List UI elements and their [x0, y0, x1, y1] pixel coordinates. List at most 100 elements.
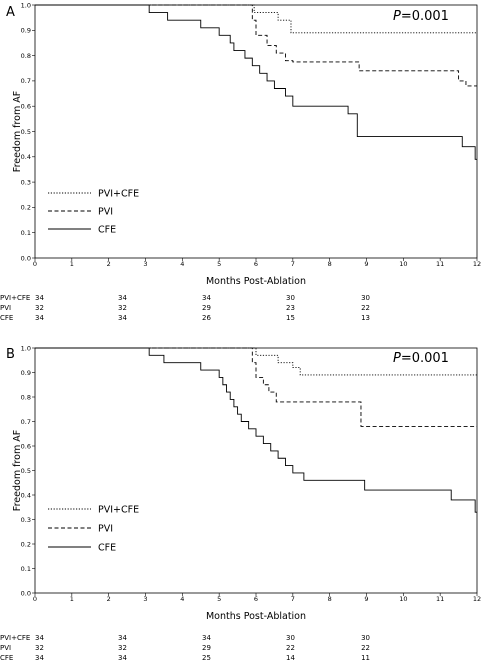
y-tick-label: 0.6	[21, 103, 31, 111]
x-tick-label: 6	[254, 260, 258, 268]
y-tick-label: 0.5	[21, 128, 31, 136]
risk-value: 34	[118, 634, 127, 642]
risk-value: 34	[35, 654, 44, 662]
plot-frame	[34, 4, 478, 259]
x-tick-label: 8	[328, 260, 332, 268]
x-tick-label: 1	[70, 595, 74, 603]
x-tick-label: 10	[399, 260, 407, 268]
plot-frame	[34, 347, 478, 594]
x-tick-label: 4	[180, 260, 184, 268]
x-tick-label: 8	[328, 595, 332, 603]
risk-value: 34	[118, 294, 127, 302]
p-value-label: P=0.001	[393, 9, 449, 24]
p-value-number: =0.001	[401, 351, 449, 366]
panel-label: A	[6, 5, 15, 20]
risk-value: 29	[202, 644, 211, 652]
risk-value: 32	[118, 644, 127, 652]
y-tick-label: 0.9	[21, 369, 31, 377]
y-tick-label: 0.8	[21, 393, 31, 401]
y-tick-label: 0.1	[21, 565, 31, 573]
x-tick-label: 0	[33, 260, 37, 268]
risk-value: 22	[361, 644, 370, 652]
p-value-label: P=0.001	[393, 351, 449, 366]
km-curve-pvi-cfe	[35, 347, 477, 376]
risk-value: 30	[361, 294, 370, 302]
risk-row-label: PVI+CFE	[0, 294, 30, 302]
x-tick-label: 5	[217, 595, 221, 603]
risk-value: 32	[118, 304, 127, 312]
risk-value: 34	[35, 314, 44, 322]
risk-value: 34	[35, 634, 44, 642]
x-axis-label: Months Post-Ablation	[206, 611, 306, 622]
risk-value: 30	[286, 294, 295, 302]
legend-label: CFE	[98, 543, 116, 554]
risk-value: 34	[35, 294, 44, 302]
risk-value: 30	[286, 634, 295, 642]
y-tick-label: 0.1	[21, 229, 31, 237]
y-tick-label: 0.7	[21, 77, 31, 85]
y-tick-label: 0.6	[21, 442, 31, 450]
risk-value: 11	[361, 654, 370, 662]
x-tick-label: 1	[70, 260, 74, 268]
risk-value: 34	[202, 634, 211, 642]
risk-value: 22	[361, 304, 370, 312]
risk-value: 32	[35, 304, 44, 312]
x-tick-label: 10	[399, 595, 407, 603]
y-tick-label: 0.8	[21, 52, 31, 60]
km-curve-pvi	[35, 4, 477, 87]
y-tick-label: 0.0	[21, 254, 31, 262]
y-tick-label: 0.2	[21, 540, 31, 548]
risk-row-label: PVI+CFE	[0, 634, 30, 642]
legend-label: PVI+CFE	[98, 189, 139, 200]
y-tick-label: 0.4	[21, 153, 31, 161]
risk-row-label: CFE	[0, 314, 13, 322]
risk-value: 30	[361, 634, 370, 642]
p-value-symbol: P	[393, 351, 401, 366]
y-tick-label: 0.5	[21, 467, 31, 475]
y-axis-label: Freedom from AF	[12, 430, 23, 511]
risk-value: 32	[35, 644, 44, 652]
legend-label: PVI	[98, 524, 113, 535]
risk-value: 34	[118, 314, 127, 322]
risk-row-label: CFE	[0, 654, 13, 662]
x-tick-label: 4	[180, 595, 184, 603]
x-axis-label: Months Post-Ablation	[206, 276, 306, 287]
legend-label: PVI+CFE	[98, 505, 139, 516]
risk-row-label: PVI	[0, 304, 11, 312]
risk-value: 34	[202, 294, 211, 302]
risk-value: 29	[202, 304, 211, 312]
risk-value: 26	[202, 314, 211, 322]
legend-label: PVI	[98, 207, 113, 218]
y-tick-label: 0.2	[21, 204, 31, 212]
x-tick-label: 3	[143, 595, 147, 603]
y-tick-label: 0.4	[21, 491, 31, 499]
x-tick-label: 7	[291, 595, 295, 603]
x-tick-label: 11	[436, 260, 444, 268]
x-tick-label: 7	[291, 260, 295, 268]
y-tick-label: 1.0	[21, 344, 31, 352]
y-tick-label: 0.7	[21, 418, 31, 426]
risk-row-label: PVI	[0, 644, 11, 652]
x-tick-label: 9	[364, 595, 368, 603]
x-tick-label: 0	[33, 595, 37, 603]
x-tick-label: 2	[107, 260, 111, 268]
x-tick-label: 12	[473, 595, 481, 603]
x-tick-label: 6	[254, 595, 258, 603]
risk-value: 14	[286, 654, 295, 662]
risk-value: 34	[118, 654, 127, 662]
risk-value: 15	[286, 314, 295, 322]
km-curve-cfe	[35, 4, 477, 160]
risk-value: 22	[286, 644, 295, 652]
km-curve-cfe	[35, 347, 477, 513]
x-tick-label: 2	[107, 595, 111, 603]
x-tick-label: 9	[364, 260, 368, 268]
y-tick-label: 0.9	[21, 27, 31, 35]
y-tick-label: 1.0	[21, 1, 31, 9]
y-tick-label: 0.0	[21, 589, 31, 597]
x-tick-label: 3	[143, 260, 147, 268]
km-curve-pvi	[35, 347, 477, 427]
y-tick-label: 0.3	[21, 516, 31, 524]
y-axis-label: Freedom from AF	[12, 91, 23, 172]
risk-value: 25	[202, 654, 211, 662]
